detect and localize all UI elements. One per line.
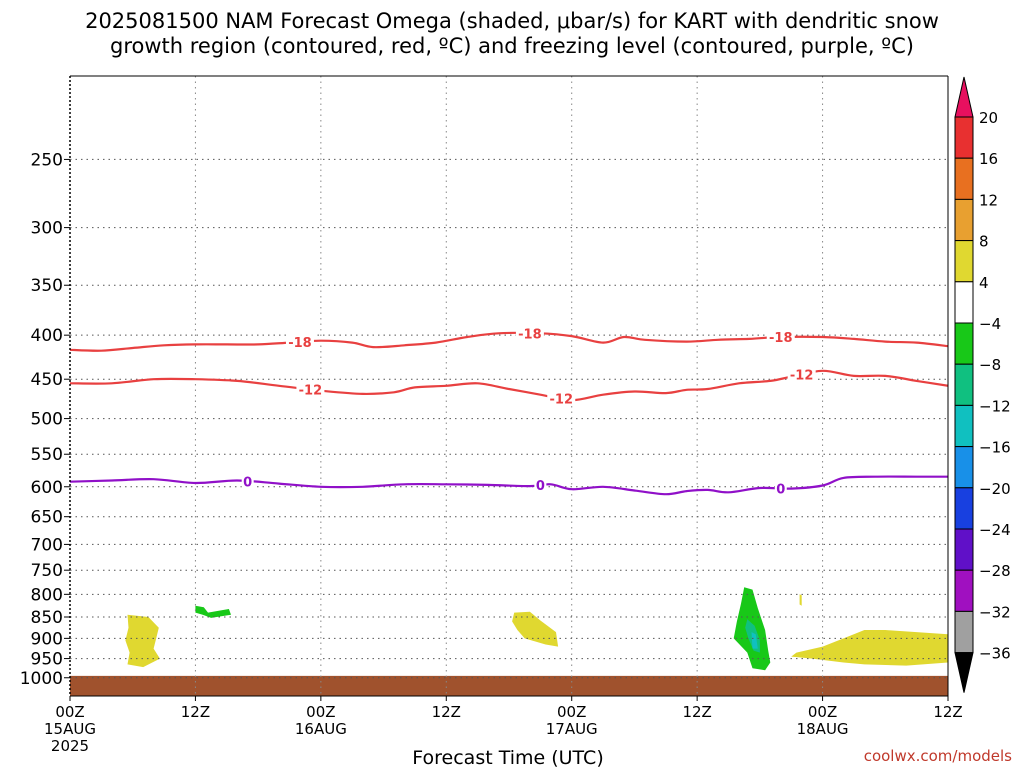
x-tick-label-2: 00Z [306, 703, 335, 721]
contour-label-bg-0-1 [515, 325, 544, 341]
y-tick-label-11: 800 [31, 585, 63, 605]
colorbar-label-12: −32 [979, 603, 1011, 621]
contour-label-bg-0-0 [285, 333, 314, 349]
credit-text: coolwx.com/models [864, 747, 1012, 765]
omega-shaded-region-2 [512, 611, 559, 647]
y-tick-label-12: 850 [31, 608, 63, 628]
x-tick-label-3: 12Z [432, 703, 461, 721]
plot-inner: -18 -18 -18 -12 -12 -12 0 0 0 [70, 76, 948, 696]
y-tick-label-4: 450 [31, 370, 63, 390]
contour-line-1 [70, 369, 948, 402]
omega-shaded-region-7 [791, 630, 948, 666]
plot-area: -18 -18 -18 -12 -12 -12 0 0 0 250 300 350 400 450 500 5… [20, 75, 963, 755]
contour-line-2 [70, 475, 948, 496]
colorbar-segment-12 [954, 610, 974, 654]
y-tick-label-15: 1000 [20, 669, 63, 689]
x-tick-date-0: 15AUG [44, 720, 96, 738]
x-tick-date-2: 16AUG [295, 720, 347, 738]
x-tick-date-6: 18AUG [797, 720, 849, 738]
y-tick-label-13: 900 [31, 629, 63, 649]
colorbar-segment-11 [954, 569, 974, 612]
contour-label-0-0: -18 [288, 336, 312, 351]
x-tick-date-4: 17AUG [546, 720, 598, 738]
y-tick-label-6: 550 [31, 445, 63, 465]
colorbar-label-6: −8 [979, 356, 1001, 374]
colorbar-label-10: −24 [979, 521, 1011, 539]
y-tick-label-1: 300 [31, 219, 63, 239]
x-tick-label-7: 12Z [933, 703, 962, 721]
contour-label-1-1: -12 [550, 392, 574, 407]
colorbar-label-2: 12 [979, 191, 998, 209]
colorbar-arrow-bottom [954, 652, 974, 693]
colorbar: 20 16 12 8 4 −4 −8 −12 −16 −20 −24 −28 −32 −36 [954, 76, 1011, 693]
colorbar-label-4: 4 [979, 274, 989, 292]
colorbar-segment-2 [954, 198, 974, 242]
x-tick-year-0: 2025 [51, 737, 89, 755]
x-tick-label-1: 12Z [181, 703, 210, 721]
colorbar-label-1: 16 [979, 150, 998, 168]
colorbar-segment-0 [954, 116, 974, 159]
colorbar-segment-10 [954, 528, 974, 571]
x-tick-label-6: 00Z [808, 703, 837, 721]
y-tick-label-2: 350 [31, 276, 63, 296]
colorbar-segment-5 [954, 322, 974, 365]
y-tick-label-9: 700 [31, 535, 63, 555]
x-tick-label-4: 00Z [557, 703, 586, 721]
colorbar-segment-8 [954, 446, 974, 489]
contour-label-bg-1-1 [547, 390, 576, 406]
colorbar-arrow-top [954, 76, 974, 118]
contour-label-1-2: -12 [790, 369, 814, 384]
colorbar-label-5: −4 [979, 315, 1001, 333]
x-tick-label-0: 00Z [55, 703, 84, 721]
contour-label-2-0: 0 [243, 475, 252, 490]
chart-title-line2: growth region (contoured, red, ºC) and f… [110, 34, 914, 58]
y-tick-label-14: 950 [31, 650, 63, 670]
colorbar-segment-1 [954, 157, 974, 200]
contour-label-bg-2-2 [774, 480, 787, 496]
colorbar-segment-7 [954, 404, 974, 448]
x-axis-label: Forecast Time (UTC) [412, 747, 603, 768]
omega-shaded-region-6 [799, 594, 802, 606]
contour-label-0-1: -18 [518, 327, 542, 342]
omega-shaded-region-5 [751, 632, 758, 649]
contour-label-2-2: 0 [776, 482, 785, 497]
contour-label-bg-0-2 [766, 329, 795, 345]
y-tick-label-3: 400 [31, 326, 63, 346]
contour-label-bg-1-0 [296, 381, 325, 397]
contour-label-2-1: 0 [536, 479, 545, 494]
colorbar-label-7: −12 [979, 397, 1011, 415]
colorbar-segment-6 [954, 363, 974, 406]
y-tick-label-7: 600 [31, 478, 63, 498]
contour-label-1-0: -12 [299, 383, 323, 398]
colorbar-segment-3 [954, 240, 974, 283]
contour-line-0 [70, 331, 948, 352]
y-tick-label-10: 750 [31, 561, 63, 581]
x-tick-label-5: 12Z [682, 703, 711, 721]
colorbar-label-13: −36 [979, 645, 1011, 663]
colorbar-label-3: 8 [979, 233, 989, 251]
omega-shaded-region-1 [195, 605, 231, 618]
y-tick-label-8: 650 [31, 508, 63, 528]
contour-label-0-2: -18 [769, 331, 793, 346]
contour-label-bg-1-2 [787, 366, 816, 382]
chart-title-line1: 2025081500 NAM Forecast Omega (shaded, μ… [85, 9, 939, 33]
colorbar-label-8: −16 [979, 439, 1011, 457]
colorbar-label-9: −20 [979, 480, 1011, 498]
ground-fill [70, 675, 948, 696]
y-tick-label-5: 500 [31, 410, 63, 430]
contour-label-bg-2-0 [241, 473, 254, 489]
contour-label-bg-2-1 [534, 477, 547, 493]
colorbar-label-0: 20 [979, 109, 998, 127]
colorbar-segment-9 [954, 487, 974, 530]
colorbar-segment-4 [954, 281, 974, 324]
omega-shaded-region-0 [125, 614, 160, 668]
colorbar-label-11: −28 [979, 562, 1011, 580]
y-tick-label-0: 250 [31, 150, 63, 170]
